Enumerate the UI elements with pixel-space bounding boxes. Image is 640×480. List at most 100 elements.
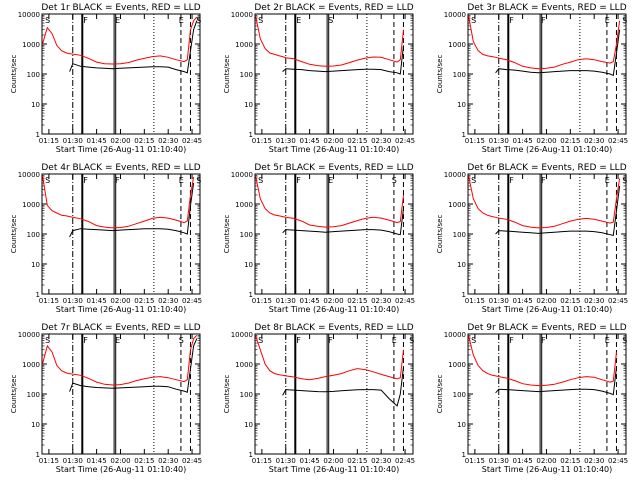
event-marker: F [328, 336, 333, 345]
panel-title: Det 7r BLACK = Events, RED = LLD [41, 323, 200, 333]
x-axis-label: Start Time (26-Aug-11 01:10:40) [269, 465, 400, 474]
x-tick-label: 02:15 [560, 297, 580, 305]
x-tick-label: 01:15 [252, 457, 272, 465]
y-tick-label: 1 [462, 131, 466, 139]
x-tick-label: 01:30 [63, 457, 83, 465]
x-tick-label: 02:00 [110, 457, 130, 465]
x-tick-label: 02:15 [347, 137, 367, 145]
plot-frame [41, 173, 201, 295]
x-tick-label: 02:45 [395, 297, 415, 305]
y-tick-label: 100 [453, 391, 466, 399]
x-axis-label: Start Time (26-Aug-11 01:10:40) [482, 465, 613, 474]
event-marker: S [471, 16, 476, 25]
panel-2: Det 2r BLACK = Events, RED = LLD 1 10 100 10… [223, 3, 415, 154]
events-line [282, 208, 404, 236]
event-marker: E [179, 16, 184, 25]
x-axis-label: Start Time (26-Aug-11 01:10:40) [56, 305, 187, 314]
y-axis-label: Counts/sec [10, 215, 18, 254]
panel-title: Det 5r BLACK = Events, RED = LLD [254, 163, 413, 173]
lld-line [468, 175, 621, 229]
event-marker: S [409, 336, 414, 345]
x-axis-label: Start Time (26-Aug-11 01:10:40) [56, 145, 187, 154]
x-tick-label: 01:30 [276, 297, 296, 305]
events-line [495, 29, 621, 77]
x-tick-label: 02:00 [323, 297, 343, 305]
event-marker: S [622, 16, 627, 25]
panel-8: Det 8r BLACK = Events, RED = LLD 1 10 100 10… [223, 323, 415, 474]
y-axis-label: Counts/sec [436, 55, 444, 94]
lld-line [468, 335, 617, 387]
event-marker: S [471, 336, 476, 345]
x-tick-label: 02:30 [584, 137, 604, 145]
plot-frame [467, 173, 627, 295]
y-tick-label: 1 [249, 131, 253, 139]
x-tick-label: 02:45 [182, 297, 202, 305]
y-tick-label: 10000 [444, 331, 466, 339]
y-tick-label: 100 [453, 71, 466, 79]
event-marker: F [83, 176, 88, 185]
x-axis-label: Start Time (26-Aug-11 01:10:40) [269, 305, 400, 314]
y-tick-label: 1000 [448, 201, 466, 209]
x-tick-label: 01:45 [300, 457, 320, 465]
event-marker: S [179, 336, 184, 345]
event-marker: E [605, 16, 610, 25]
panel-1: Det 1r BLACK = Events, RED = LLD 1 10 100 10… [10, 3, 202, 154]
panel-4: Det 4r BLACK = Events, RED = LLD 1 10 100 10… [10, 163, 202, 314]
x-tick-label: 02:30 [158, 137, 178, 145]
y-tick-label: 1 [36, 291, 40, 299]
event-marker: S [258, 16, 263, 25]
x-axis-label: Start Time (26-Aug-11 01:10:40) [482, 305, 613, 314]
event-marker: S [45, 176, 50, 185]
x-tick-label: 02:45 [608, 137, 628, 145]
y-tick-label: 10 [457, 421, 466, 429]
lld-line [255, 15, 404, 67]
x-tick-label: 01:45 [513, 137, 533, 145]
lld-line [42, 335, 198, 386]
x-tick-label: 01:15 [39, 137, 59, 145]
x-tick-label: 01:15 [252, 137, 272, 145]
event-marker: E [328, 176, 333, 185]
y-tick-label: 10 [244, 101, 253, 109]
y-tick-label: 100 [240, 71, 253, 79]
y-tick-label: 100 [240, 231, 253, 239]
panel-title: Det 3r BLACK = Events, RED = LLD [467, 3, 626, 13]
plot-frame [467, 333, 627, 455]
event-marker: S [45, 16, 50, 25]
panel-3: Det 3r BLACK = Events, RED = LLD 1 10 100 10… [436, 3, 628, 154]
lld-line [255, 335, 404, 381]
y-tick-label: 100 [453, 231, 466, 239]
x-tick-label: 02:15 [347, 457, 367, 465]
event-marker: F [541, 336, 546, 345]
event-marker: S [196, 176, 201, 185]
x-tick-label: 02:00 [110, 297, 130, 305]
x-axis-label: Start Time (26-Aug-11 01:10:40) [482, 145, 613, 154]
x-tick-label: 02:45 [608, 297, 628, 305]
x-tick-label: 02:15 [560, 137, 580, 145]
x-tick-label: 02:15 [347, 297, 367, 305]
y-tick-label: 1000 [22, 201, 40, 209]
event-marker: F [83, 16, 88, 25]
x-tick-label: 01:45 [513, 457, 533, 465]
x-tick-label: 02:30 [584, 297, 604, 305]
panel-7: Det 7r BLACK = Events, RED = LLD 1 10 100 10… [10, 323, 202, 474]
event-marker: S [45, 336, 50, 345]
y-tick-label: 1 [249, 291, 253, 299]
y-tick-label: 10000 [444, 171, 466, 179]
y-tick-label: 10000 [231, 171, 253, 179]
y-tick-label: 10000 [444, 11, 466, 19]
x-tick-label: 01:30 [63, 297, 83, 305]
x-tick-label: 01:45 [513, 297, 533, 305]
x-tick-label: 02:45 [395, 137, 415, 145]
plot-frame [41, 333, 201, 455]
y-axis-label: Counts/sec [10, 375, 18, 414]
y-tick-label: 1000 [235, 361, 253, 369]
y-tick-label: 1 [36, 131, 40, 139]
y-axis-label: Counts/sec [436, 375, 444, 414]
x-tick-label: 02:00 [536, 297, 556, 305]
x-tick-label: 02:00 [110, 137, 130, 145]
y-tick-label: 100 [27, 391, 40, 399]
y-tick-label: 10000 [18, 171, 40, 179]
y-tick-label: 100 [27, 231, 40, 239]
y-tick-label: 10 [244, 261, 253, 269]
panel-title: Det 2r BLACK = Events, RED = LLD [254, 3, 413, 13]
